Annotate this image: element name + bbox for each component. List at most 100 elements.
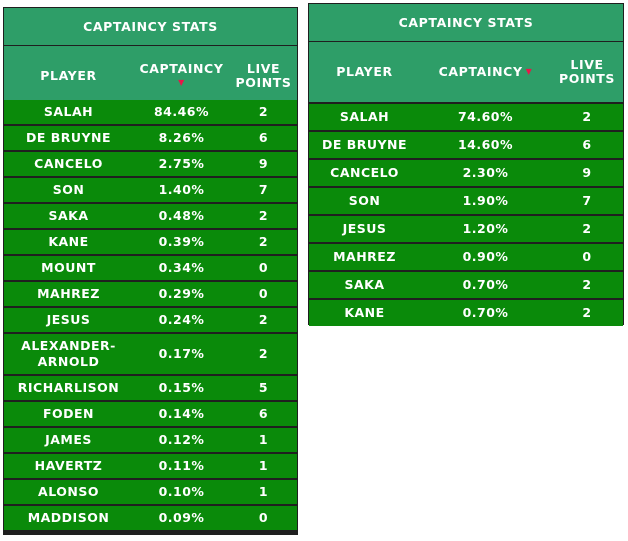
table-row: ALONSO 0.10% 1	[4, 480, 297, 504]
cell-live-points: 7	[258, 182, 269, 197]
cell-player: JESUS	[46, 312, 91, 327]
sort-down-icon: ▼	[525, 67, 533, 76]
cell-live-points: 6	[582, 137, 592, 152]
table-header: PLAYER CAPTAINCY ▼ LIVE POINTS	[309, 42, 623, 102]
cell-live-points: 1	[258, 432, 269, 447]
cell-captaincy: 0.70%	[462, 305, 509, 320]
header-captaincy[interactable]: CAPTAINCY ▼	[420, 42, 551, 102]
cell-live-points: 9	[258, 156, 269, 171]
cell-live-points: 2	[582, 305, 592, 320]
cell-player: MADDISON	[27, 510, 110, 525]
header-captaincy-label: CAPTAINCY	[139, 61, 224, 76]
cell-live-points: 2	[582, 277, 592, 292]
cell-live-points: 1	[258, 458, 269, 473]
cell-captaincy: 0.17%	[158, 346, 205, 361]
cell-player: KANE	[344, 305, 385, 320]
cell-player: MOUNT	[41, 260, 96, 275]
cell-live-points: 0	[258, 286, 269, 301]
header-captaincy[interactable]: CAPTAINCY ▼	[133, 46, 230, 106]
header-live-points-label: LIVE POINTS	[235, 61, 292, 90]
cell-live-points: 6	[258, 130, 269, 145]
header-player[interactable]: PLAYER	[4, 46, 133, 106]
table-row: MADDISON 0.09% 0	[4, 506, 297, 530]
cell-live-points: 6	[258, 406, 269, 421]
cell-captaincy: 0.09%	[158, 510, 205, 525]
cell-live-points: 2	[258, 104, 269, 119]
table-title: CAPTAINCY STATS	[4, 8, 297, 45]
cell-player: HAVERTZ	[34, 458, 103, 473]
cell-captaincy: 8.26%	[158, 130, 205, 145]
cell-player: SALAH	[43, 104, 94, 119]
cell-player: SON	[52, 182, 85, 197]
cell-captaincy: 0.48%	[158, 208, 205, 223]
header-player[interactable]: PLAYER	[309, 42, 420, 102]
cell-player: CANCELO	[34, 156, 103, 171]
table-row: CANCELO 2.75% 9	[4, 152, 297, 176]
cell-player: JESUS	[342, 221, 387, 236]
cell-live-points: 1	[258, 484, 269, 499]
cell-captaincy: 0.24%	[158, 312, 205, 327]
cell-player: SALAH	[339, 109, 390, 124]
cell-captaincy: 1.20%	[462, 221, 509, 236]
header-live-points[interactable]: LIVE POINTS	[551, 42, 623, 102]
cell-player: ALEXANDER-ARNOLD	[21, 338, 116, 369]
cell-captaincy: 2.75%	[158, 156, 205, 171]
table-row: DE BRUYNE 14.60% 6	[309, 132, 623, 158]
cell-player: SAKA	[48, 208, 89, 223]
cell-captaincy: 0.15%	[158, 380, 205, 395]
cell-live-points: 7	[582, 193, 592, 208]
cell-captaincy: 14.60%	[457, 137, 514, 152]
table-title: CAPTAINCY STATS	[309, 4, 623, 41]
cell-captaincy: 1.90%	[462, 193, 509, 208]
cell-live-points: 2	[258, 346, 269, 361]
cell-captaincy: 0.90%	[462, 249, 509, 264]
cell-captaincy: 0.14%	[158, 406, 205, 421]
sort-down-icon: ▼	[178, 78, 185, 87]
cell-captaincy: 0.39%	[158, 234, 205, 249]
cell-captaincy: 0.12%	[158, 432, 205, 447]
cell-captaincy: 2.30%	[462, 165, 509, 180]
table-row: HAVERTZ 0.11% 1	[4, 454, 297, 478]
cell-player: DE BRUYNE	[25, 130, 112, 145]
cell-live-points: 2	[258, 208, 269, 223]
table-row: SAKA 0.48% 2	[4, 204, 297, 228]
cell-player: ALONSO	[38, 484, 99, 499]
table-row: JAMES 0.12% 1	[4, 428, 297, 452]
cell-live-points: 5	[258, 380, 269, 395]
table-row: SON 1.40% 7	[4, 178, 297, 202]
cell-captaincy: 0.70%	[462, 277, 509, 292]
header-live-points[interactable]: LIVE POINTS	[230, 46, 297, 106]
cell-captaincy: 0.11%	[158, 458, 205, 473]
cell-live-points: 2	[582, 221, 592, 236]
table-row: ALEXANDER-ARNOLD 0.17% 2	[4, 334, 297, 374]
cell-captaincy: 1.40%	[158, 182, 205, 197]
table-row: SALAH 74.60% 2	[309, 104, 623, 130]
table-row: MAHREZ 0.29% 0	[4, 282, 297, 306]
cell-player: MAHREZ	[333, 249, 396, 264]
cell-live-points: 0	[258, 260, 269, 275]
cell-live-points: 0	[582, 249, 592, 264]
table-header: PLAYER CAPTAINCY ▼ LIVE POINTS	[4, 46, 297, 106]
table-row: FODEN 0.14% 6	[4, 402, 297, 426]
cell-captaincy: 0.10%	[158, 484, 205, 499]
table-row: JESUS 0.24% 2	[4, 308, 297, 332]
header-live-points-label: LIVE POINTS	[558, 57, 616, 86]
table-row: KANE 0.70% 2	[309, 300, 623, 326]
header-player-label: PLAYER	[40, 68, 97, 83]
cell-captaincy: 84.46%	[153, 104, 210, 119]
cell-player: SON	[348, 193, 381, 208]
cell-live-points: 2	[258, 234, 269, 249]
table-row: RICHARLISON 0.15% 5	[4, 376, 297, 400]
cell-captaincy: 0.34%	[158, 260, 205, 275]
table-row: MOUNT 0.34% 0	[4, 256, 297, 280]
cell-live-points: 2	[258, 312, 269, 327]
cell-player: KANE	[48, 234, 89, 249]
cell-player: RICHARLISON	[17, 380, 120, 395]
cell-player: DE BRUYNE	[321, 137, 408, 152]
table-row: KANE 0.39% 2	[4, 230, 297, 254]
cell-live-points: 2	[582, 109, 592, 124]
cell-player: MAHREZ	[37, 286, 100, 301]
table-row: DE BRUYNE 8.26% 6	[4, 126, 297, 150]
table-row: JESUS 1.20% 2	[309, 216, 623, 242]
cell-player: CANCELO	[330, 165, 399, 180]
